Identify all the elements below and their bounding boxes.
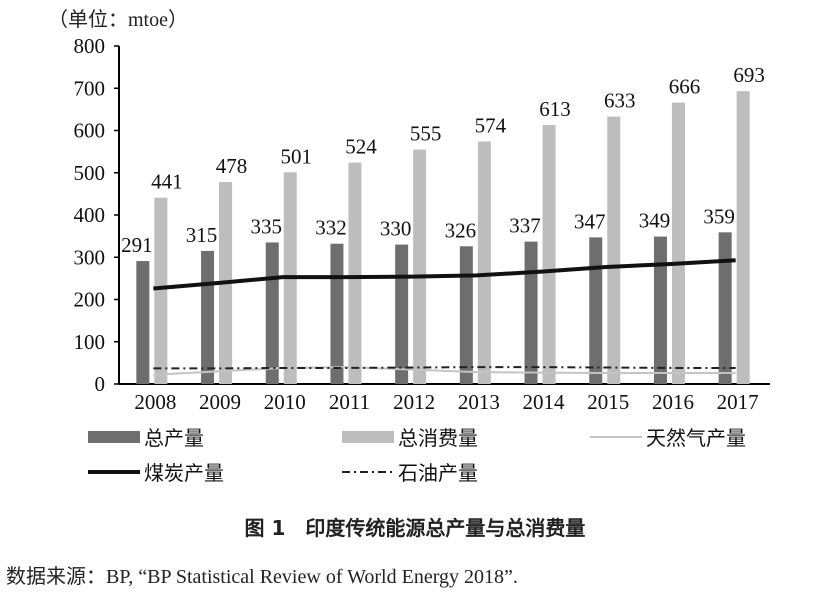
bar-total-consumption <box>413 149 427 384</box>
legend-label: 总消费量 <box>398 427 478 450</box>
data-label: 337 <box>509 214 541 238</box>
data-label: 613 <box>539 97 571 121</box>
data-label: 315 <box>186 223 218 247</box>
data-label: 332 <box>315 216 347 240</box>
data-label: 326 <box>445 218 477 242</box>
data-label: 574 <box>475 113 507 137</box>
y-tick-label: 200 <box>74 288 106 312</box>
data-label: 693 <box>733 63 765 87</box>
x-tick-label: 2010 <box>264 390 306 414</box>
x-tick-label: 2015 <box>587 390 629 414</box>
line-solid-thin <box>153 366 736 376</box>
figure-caption: 图 1 印度传统能源总产量与总消费量 <box>244 516 586 540</box>
data-label: 335 <box>251 214 283 238</box>
data-label: 524 <box>345 135 377 159</box>
y-tick-label: 0 <box>95 372 106 396</box>
data-label: 359 <box>703 204 735 228</box>
bar-total-consumption <box>348 162 362 384</box>
bar-total-consumption <box>154 197 168 384</box>
line-solid-thick <box>153 258 736 291</box>
legend-label: 石油产量 <box>398 462 478 485</box>
line-dash-dot <box>153 366 736 370</box>
x-tick-label: 2012 <box>393 390 435 414</box>
data-label: 291 <box>121 233 153 257</box>
bar-total-production <box>395 244 409 384</box>
bar-total-production <box>718 232 732 384</box>
bar-total-consumption <box>542 125 556 384</box>
data-label: 478 <box>216 154 248 178</box>
y-tick-label: 600 <box>74 119 106 143</box>
unit-label: （单位：mtoe） <box>48 8 188 31</box>
data-label: 555 <box>410 122 442 146</box>
bar-total-consumption <box>607 116 621 385</box>
x-tick-label: 2014 <box>523 390 566 414</box>
data-label: 349 <box>639 209 671 233</box>
bar-total-consumption <box>671 102 685 385</box>
bar-total-consumption <box>477 141 491 384</box>
x-tick-label: 2013 <box>458 390 500 414</box>
y-tick-label: 400 <box>74 203 106 227</box>
bar-total-production <box>653 236 667 384</box>
y-tick-label: 700 <box>74 76 106 100</box>
x-tick-label: 2011 <box>329 390 370 414</box>
x-tick-label: 2009 <box>199 390 241 414</box>
y-tick-label: 500 <box>74 161 106 185</box>
bar-total-production <box>330 243 344 384</box>
legend-label: 总产量 <box>144 427 204 450</box>
legend-swatch <box>88 431 140 443</box>
x-tick-label: 2017 <box>717 390 759 414</box>
data-label: 347 <box>574 209 606 233</box>
bar-total-production <box>136 261 150 384</box>
bar-total-consumption <box>736 91 750 385</box>
data-label: 501 <box>281 144 313 168</box>
legend-label: 天然气产量 <box>646 427 746 450</box>
x-tick-label: 2016 <box>652 390 694 414</box>
bar-total-production <box>459 246 473 384</box>
legend-label: 煤炭产量 <box>144 462 224 485</box>
data-label: 330 <box>380 217 412 241</box>
y-tick-label: 300 <box>74 245 106 269</box>
bar-total-production <box>524 241 538 384</box>
legend-swatch <box>342 431 394 443</box>
bar-total-production <box>265 242 279 384</box>
data-label: 633 <box>604 89 636 113</box>
y-tick-label: 100 <box>74 330 106 354</box>
bar-total-production <box>589 237 603 384</box>
data-label: 441 <box>151 170 183 194</box>
x-tick-label: 2008 <box>134 390 176 414</box>
data-label: 666 <box>669 75 701 99</box>
y-tick-label: 800 <box>74 34 106 58</box>
bar-total-production <box>201 250 215 384</box>
data-source: 数据来源：BP, “BP Statistical Review of World… <box>6 566 518 588</box>
chart: （单位：mtoe） 0 100 200 300 400 500 600 700 800 2008 2… <box>48 8 770 485</box>
